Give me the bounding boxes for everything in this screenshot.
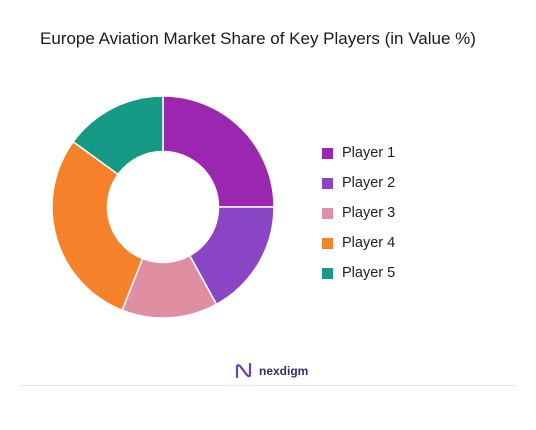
legend-swatch	[322, 147, 333, 159]
legend-label: Player 5	[342, 265, 396, 281]
footer-divider	[20, 385, 516, 386]
legend-item: Player 1	[322, 138, 395, 168]
chart-title: Europe Aviation Market Share of Key Play…	[40, 29, 476, 48]
nexdigm-logo-icon	[235, 362, 252, 379]
legend-swatch	[322, 177, 333, 189]
slice-player-5	[72, 95, 164, 176]
legend-item: Player 3	[322, 198, 395, 228]
slice-player-4	[51, 140, 144, 312]
brand-logo: nexdigm	[235, 362, 308, 380]
legend-label: Player 3	[342, 205, 396, 221]
legend-label: Player 4	[342, 235, 396, 251]
legend-label: Player 1	[342, 145, 396, 161]
legend-swatch	[322, 207, 333, 219]
slice-player-1	[162, 95, 275, 208]
legend-item: Player 4	[322, 228, 395, 258]
legend-item: Player 2	[322, 168, 395, 198]
legend-swatch	[322, 237, 333, 249]
chart-legend: Player 1 Player 2 Player 3 Player 4 Player 5	[322, 138, 395, 288]
legend-item: Player 5	[322, 258, 395, 288]
legend-swatch	[322, 267, 333, 279]
brand-name: nexdigm	[259, 364, 309, 378]
legend-label: Player 2	[342, 175, 396, 191]
